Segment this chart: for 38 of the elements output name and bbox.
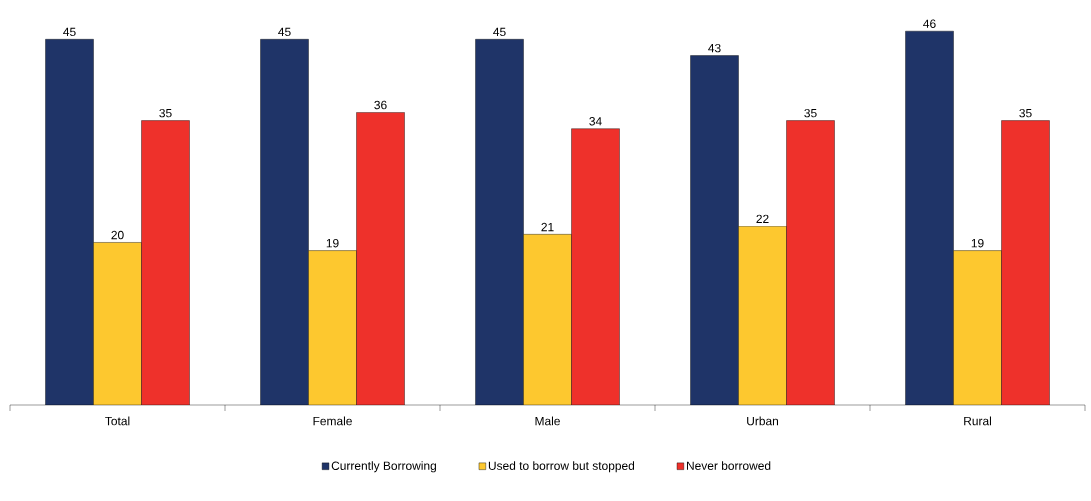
- data-label: 46: [923, 19, 936, 28]
- bar: [953, 250, 1002, 405]
- data-label: 43: [708, 43, 721, 53]
- data-label: 36: [374, 100, 387, 110]
- bar: [690, 55, 739, 405]
- data-label: 35: [159, 108, 172, 118]
- data-label: 45: [493, 27, 506, 37]
- data-label: 45: [278, 27, 291, 37]
- data-label: 19: [326, 238, 339, 248]
- x-tick-label: Urban: [747, 416, 779, 426]
- bar: [475, 39, 524, 405]
- bar: [571, 128, 620, 405]
- bar: [738, 226, 787, 405]
- bar: [786, 120, 835, 405]
- data-label: 34: [589, 117, 602, 126]
- bar: [260, 39, 309, 405]
- x-tick-label: Rural: [964, 416, 991, 426]
- data-label: 20: [111, 230, 124, 240]
- bar: [905, 30, 954, 405]
- x-tick-label: Male: [535, 416, 560, 426]
- legend-label: Currently Borrowing: [331, 461, 436, 473]
- bar: [308, 250, 357, 405]
- data-label: 45: [63, 27, 76, 37]
- data-label: 35: [1019, 108, 1032, 118]
- data-label: 35: [804, 108, 817, 118]
- bar: [141, 120, 190, 405]
- bar: [45, 39, 94, 405]
- legend-label: Used to borrow but stopped: [488, 461, 635, 473]
- bar: [523, 234, 572, 405]
- x-tick-label: Total: [105, 416, 130, 426]
- data-label: 19: [971, 238, 984, 248]
- bar: [356, 112, 405, 405]
- bar: [93, 242, 142, 405]
- data-label: 21: [541, 222, 554, 232]
- bar: [1001, 120, 1050, 405]
- x-tick-label: Female: [313, 416, 352, 426]
- data-label: 22: [756, 214, 769, 224]
- legend-label: Never borrowed: [687, 461, 771, 470]
